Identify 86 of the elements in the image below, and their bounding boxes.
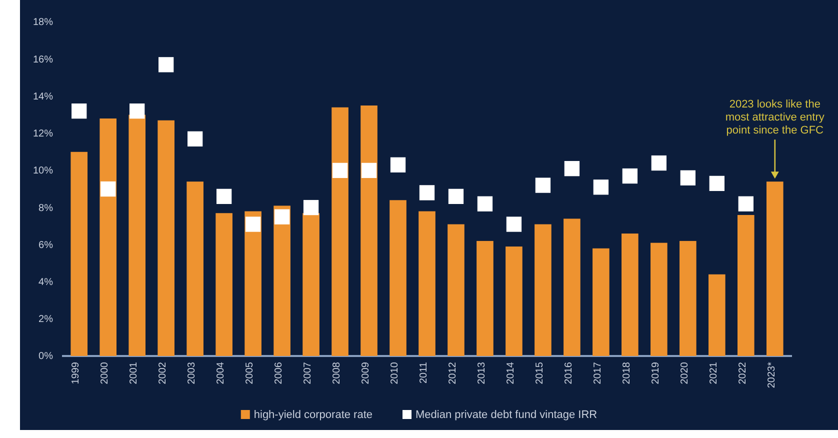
point	[506, 216, 522, 232]
x-tick-label: 2011	[418, 362, 430, 384]
x-tick-label: 2016	[563, 362, 574, 384]
point	[245, 216, 261, 232]
y-tick-label: 4%	[38, 276, 54, 288]
x-tick-label: 2005	[244, 362, 256, 384]
bar	[592, 248, 610, 356]
bar	[274, 206, 290, 356]
x-tick-label: 2017	[592, 362, 604, 384]
bar	[216, 213, 232, 356]
x-tick-label: 2022	[737, 362, 748, 384]
bar	[158, 120, 174, 356]
x-tick-label: 2018	[621, 362, 632, 384]
x-tick-label: 2019	[650, 362, 662, 384]
x-tick-label: 2007	[302, 362, 314, 384]
y-tick-label: 8%	[38, 202, 54, 214]
bar	[360, 106, 378, 356]
x-tick-label: 2003	[186, 362, 198, 384]
point	[622, 168, 638, 184]
point	[274, 209, 290, 224]
bar	[650, 242, 668, 356]
point	[738, 196, 754, 212]
point	[448, 188, 464, 204]
bar	[448, 224, 464, 356]
point	[361, 162, 377, 178]
x-tick-label: 2006	[274, 362, 285, 384]
point	[332, 162, 348, 178]
x-tick-label: 2012	[447, 362, 458, 384]
y-tick-label: 0%	[38, 351, 54, 362]
point	[216, 188, 232, 204]
bar	[100, 118, 117, 356]
point	[100, 181, 116, 197]
bar	[418, 211, 436, 356]
bar	[564, 218, 580, 356]
y-tick-label: 18%	[32, 17, 54, 28]
point	[130, 103, 145, 119]
x-tick-label: 2023*	[766, 362, 778, 388]
y-tick-label: 6%	[38, 240, 54, 251]
bar	[680, 240, 696, 356]
legend-label: high-yield corporate rate	[254, 409, 373, 421]
point	[390, 157, 406, 172]
y-tick-label: 12%	[32, 128, 54, 140]
y-tick-label: 16%	[32, 54, 54, 66]
x-tick-label: 2020	[679, 362, 690, 384]
point	[477, 196, 493, 212]
point	[651, 155, 667, 171]
bar	[737, 214, 754, 356]
y-tick-label: 10%	[32, 166, 54, 177]
x-tick-label: 2002	[158, 362, 169, 384]
x-tick-label: 2004	[216, 362, 227, 384]
x-tick-label: 2000	[100, 362, 111, 384]
point	[72, 103, 87, 119]
bar	[128, 114, 146, 356]
bar	[332, 107, 348, 356]
point	[535, 178, 551, 193]
x-tick-label: 2014	[505, 362, 516, 384]
x-tick-label: 1999	[70, 362, 82, 384]
bar	[390, 200, 406, 356]
point	[709, 176, 724, 192]
y-tick-label: 2%	[38, 314, 54, 326]
legend-label: Median private debt fund vintage IRR	[416, 409, 598, 421]
point	[187, 131, 203, 146]
bar	[766, 182, 784, 356]
annotation: 2023 looks like the most attractive entry point since the GFC	[725, 98, 825, 137]
point	[419, 185, 435, 200]
bar	[476, 240, 494, 356]
point	[593, 180, 609, 195]
point	[564, 161, 580, 176]
y-tick-label: 14%	[32, 91, 54, 102]
x-tick-label: 2009	[360, 362, 372, 384]
x-tick-label: 2001	[128, 362, 140, 384]
bar	[534, 224, 552, 356]
bar	[708, 274, 726, 356]
point	[680, 170, 696, 186]
x-tick-label: 2010	[390, 362, 401, 384]
point	[158, 57, 174, 72]
point	[303, 200, 319, 216]
x-tick-label: 2021	[708, 362, 720, 384]
x-tick-label: 2015	[534, 362, 546, 384]
bar	[302, 213, 320, 356]
bar	[70, 152, 88, 356]
bar	[186, 182, 204, 356]
bar	[622, 234, 638, 356]
bar	[506, 246, 522, 356]
x-tick-label: 2008	[332, 362, 343, 384]
x-tick-label: 2013	[476, 362, 488, 384]
